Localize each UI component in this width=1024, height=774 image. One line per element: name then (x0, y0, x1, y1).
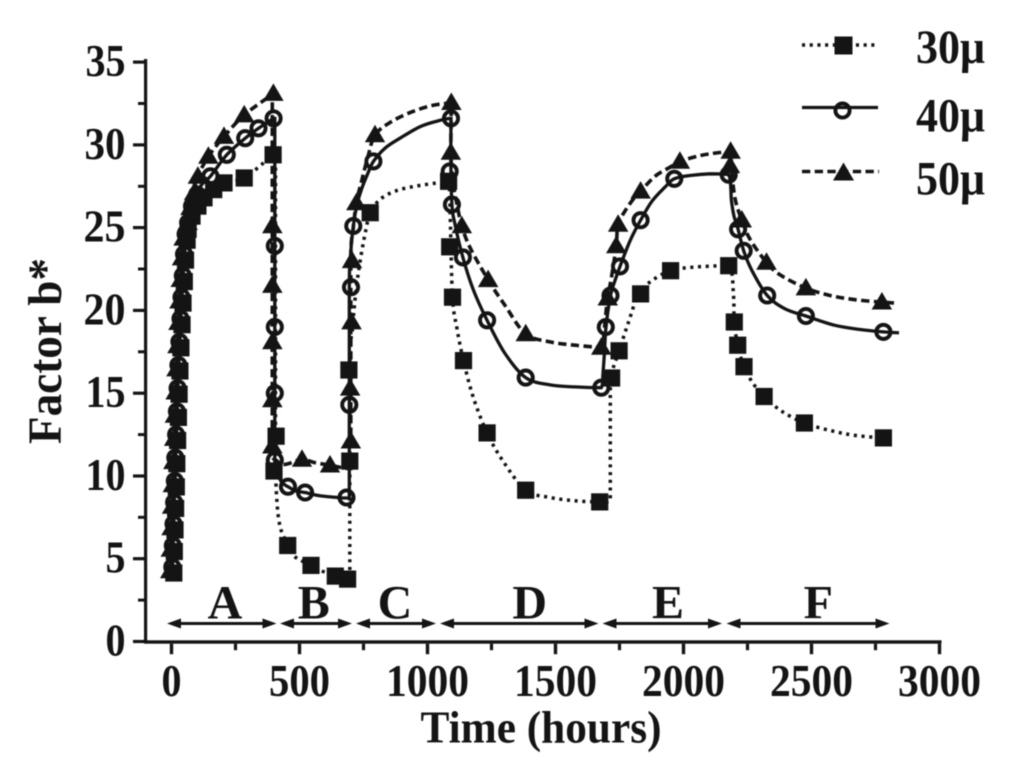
svg-text:0: 0 (162, 655, 182, 706)
svg-text:30: 30 (85, 118, 126, 169)
svg-text:C: C (378, 577, 413, 630)
svg-text:E: E (652, 577, 684, 630)
svg-text:B: B (298, 577, 330, 630)
svg-text:Factor b*: Factor b* (19, 258, 72, 444)
svg-text:50μ: 50μ (916, 153, 985, 206)
svg-text:1500: 1500 (514, 655, 597, 706)
svg-text:500: 500 (269, 655, 330, 706)
svg-text:0: 0 (106, 615, 126, 666)
svg-text:A: A (208, 577, 243, 630)
svg-text:D: D (512, 577, 547, 630)
svg-text:30μ: 30μ (916, 21, 985, 74)
svg-text:3000: 3000 (898, 655, 981, 706)
svg-text:1000: 1000 (386, 655, 469, 706)
svg-text:20: 20 (84, 283, 126, 334)
svg-text:35: 35 (86, 35, 126, 86)
svg-text:10: 10 (86, 449, 126, 500)
svg-text:40μ: 40μ (916, 90, 985, 143)
svg-text:2000: 2000 (642, 655, 725, 706)
svg-text:2500: 2500 (770, 655, 853, 706)
svg-text:25: 25 (84, 201, 126, 252)
svg-text:Time (hours): Time (hours) (421, 703, 662, 753)
svg-text:5: 5 (106, 532, 126, 583)
svg-text:15: 15 (86, 366, 126, 417)
svg-text:F: F (804, 577, 833, 630)
